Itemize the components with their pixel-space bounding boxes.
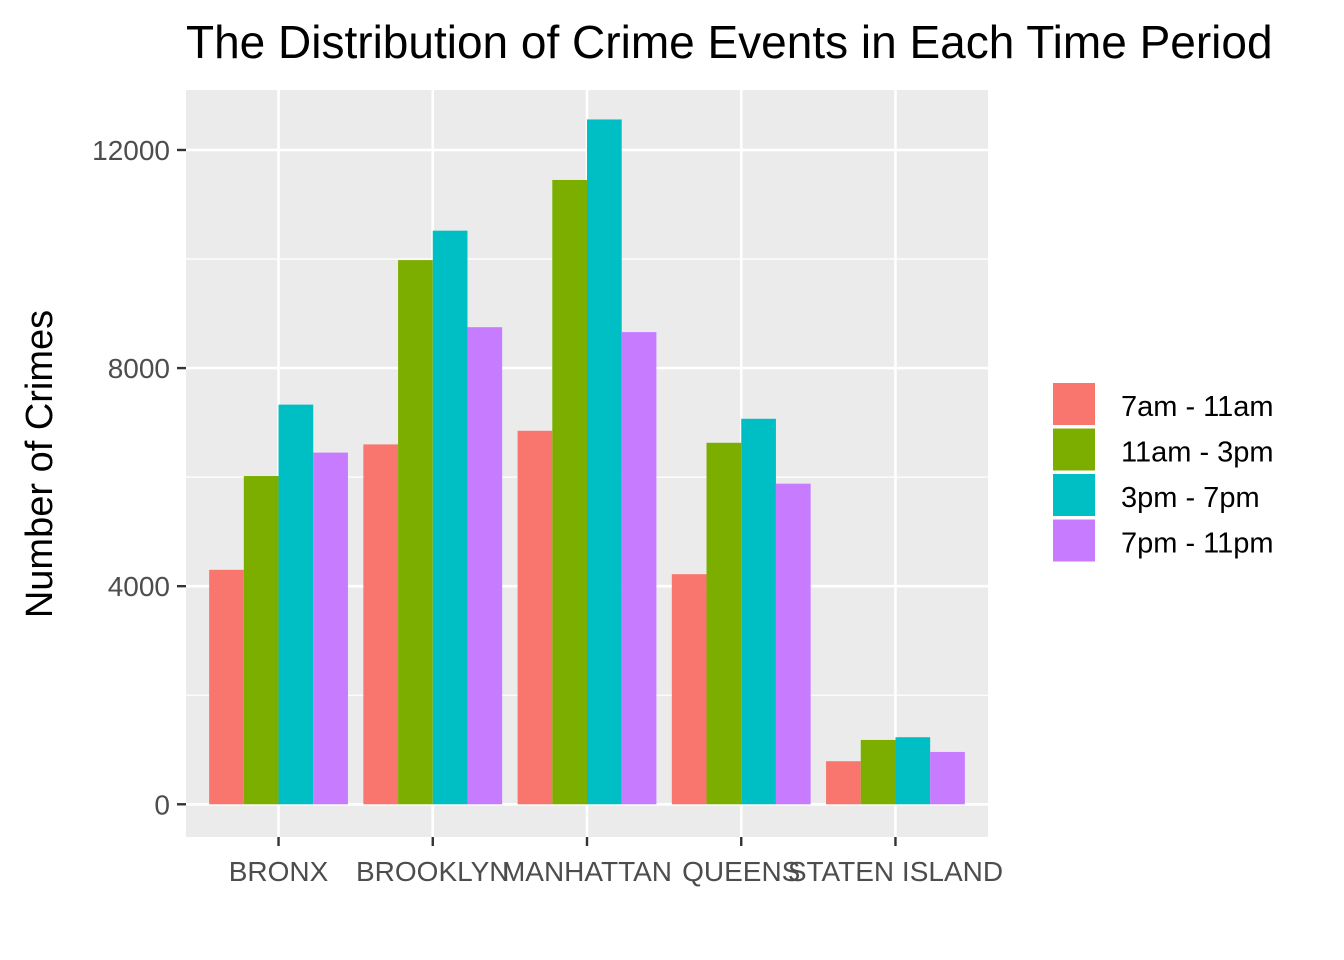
bar-bronx-7am-11am [209, 569, 244, 805]
legend-swatch [1053, 474, 1095, 516]
x-tick-label: MANHATTAN [502, 856, 672, 887]
y-tick-label: 12000 [92, 135, 170, 166]
bar-queens-11am-3pm [706, 442, 742, 805]
y-tick-label: 0 [154, 789, 170, 820]
y-axis-label: Number of Crimes [19, 310, 61, 618]
bar-manhattan-3pm-7pm [587, 119, 622, 805]
bar-staten-island-7am-11am [826, 761, 861, 805]
bar-manhattan-7am-11am [517, 430, 553, 805]
bar-queens-7pm-11pm [775, 483, 811, 805]
bar-brooklyn-7pm-11pm [467, 327, 503, 805]
legend-label: 7pm - 11pm [1121, 528, 1274, 560]
bar-queens-7am-11am [671, 574, 707, 805]
bar-bronx-3pm-7pm [278, 404, 314, 805]
legend-label: 3pm - 7pm [1121, 482, 1260, 514]
legend-swatch [1053, 519, 1095, 562]
legend: 7am - 11am 11am - 3pm 3pm - 7pm 7pm - 11pm [1053, 383, 1274, 562]
legend-label: 11am - 3pm [1121, 437, 1274, 469]
chart-title: The Distribution of Crime Events in Each… [186, 16, 1273, 68]
bar-bronx-11am-3pm [243, 476, 279, 805]
x-tick-label: STATEN ISLAND [788, 856, 1003, 887]
bars [209, 119, 965, 805]
bar-staten-island-7pm-11pm [930, 751, 965, 805]
x-tick-label: QUEENS [682, 856, 800, 887]
x-tick-label: BROOKLYN [356, 856, 510, 887]
y-tick-label: 8000 [108, 353, 170, 384]
bar-staten-island-11am-3pm [860, 739, 896, 805]
y-tick-label: 4000 [108, 571, 170, 602]
legend-label: 7am - 11am [1121, 391, 1274, 423]
bar-queens-3pm-7pm [741, 418, 776, 805]
bar-staten-island-3pm-7pm [895, 737, 931, 805]
bar-bronx-7pm-11pm [313, 452, 348, 805]
bar-manhattan-11am-3pm [552, 179, 587, 805]
bar-brooklyn-7am-11am [363, 444, 399, 805]
bar-manhattan-7pm-11pm [621, 332, 657, 805]
bar-brooklyn-3pm-7pm [432, 230, 468, 805]
bar-brooklyn-11am-3pm [398, 260, 433, 805]
legend-swatch [1053, 428, 1095, 471]
legend-swatch [1053, 383, 1095, 425]
x-tick-label: BRONX [229, 856, 329, 887]
